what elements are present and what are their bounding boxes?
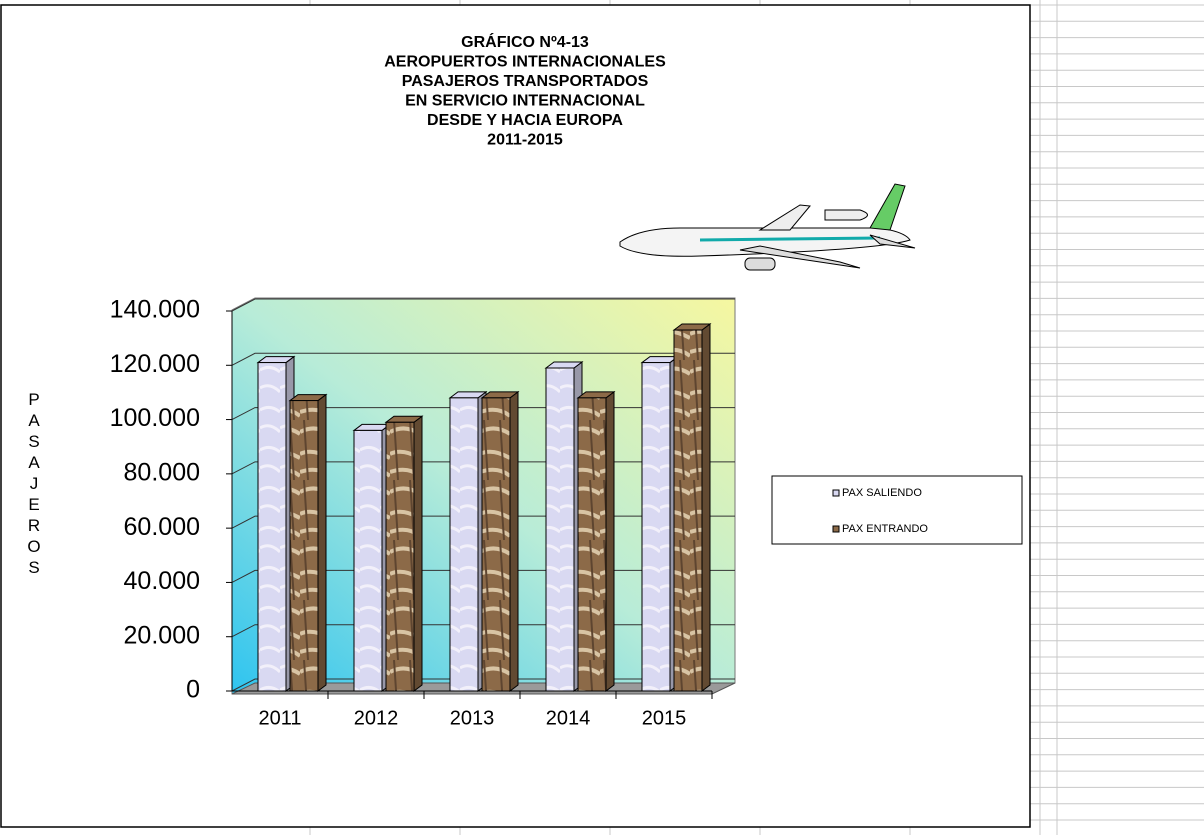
bar	[385, 421, 415, 692]
bar	[641, 362, 671, 692]
x-tick-label: 2012	[354, 707, 399, 729]
bar	[481, 397, 511, 692]
bar-side	[509, 390, 519, 692]
chart-title: AEROPUERTOS INTERNACIONALES	[384, 54, 666, 71]
y-tick-label: 40.000	[124, 567, 200, 595]
bar	[545, 367, 575, 692]
bar	[257, 362, 287, 692]
y-axis-label: PASAJEROS	[25, 390, 44, 579]
bar	[673, 329, 703, 692]
y-tick-label: 140.000	[110, 296, 200, 324]
legend-swatch	[832, 525, 840, 533]
y-tick-label: 120.000	[110, 350, 200, 378]
bar	[353, 429, 383, 692]
airplane-icon	[619, 183, 916, 271]
grid-line	[231, 298, 735, 312]
chart-title: GRÁFICO Nº4-13	[461, 32, 589, 51]
y-tick-label: 20.000	[124, 621, 200, 649]
chart-title: PASAJEROS TRANSPORTADOS	[402, 73, 649, 90]
x-tick-label: 2013	[450, 707, 495, 729]
title-block: GRÁFICO Nº4-13 AEROPUERTOS INTERNACIONALE…	[384, 32, 666, 149]
bar-side	[605, 390, 615, 692]
y-tick-label: 0	[186, 676, 200, 704]
bar	[449, 397, 479, 692]
bar	[289, 400, 319, 692]
chart-title: EN SERVICIO INTERNACIONAL	[405, 93, 645, 110]
bar-side	[317, 393, 327, 692]
y-tick-label: 60.000	[124, 513, 200, 541]
bar	[577, 397, 607, 692]
legend-swatch	[832, 489, 840, 497]
x-tick-label: 2014	[546, 707, 591, 729]
y-tick-label: 80.000	[124, 458, 200, 486]
y-tick-label: 100.000	[110, 404, 200, 432]
bar-side	[701, 323, 711, 692]
legend-label: PAX SALIENDO	[842, 487, 922, 499]
x-tick-label: 2015	[642, 707, 687, 729]
grid-line	[231, 352, 735, 366]
legend	[771, 475, 1023, 545]
chart-title: DESDE Y HACIA EUROPA	[427, 112, 623, 129]
legend-label: PAX ENTRANDO	[842, 523, 928, 535]
x-tick-label: 2011	[258, 707, 301, 729]
chart-title: 2011-2015	[487, 132, 563, 149]
bar-side	[413, 415, 423, 692]
